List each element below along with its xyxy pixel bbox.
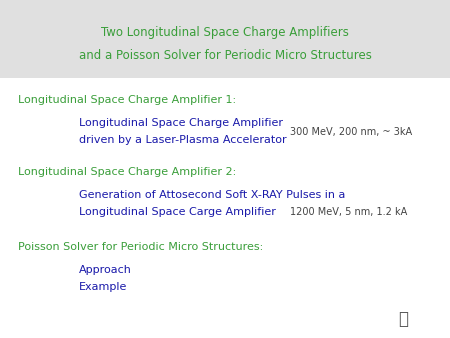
Text: ⮡: ⮡: [398, 310, 408, 329]
Text: 300 MeV, 200 nm, ~ 3kA: 300 MeV, 200 nm, ~ 3kA: [290, 127, 412, 138]
Text: 1200 MeV, 5 nm, 1.2 kA: 1200 MeV, 5 nm, 1.2 kA: [290, 207, 408, 217]
Text: and a Poisson Solver for Periodic Micro Structures: and a Poisson Solver for Periodic Micro …: [79, 49, 371, 62]
Text: Approach: Approach: [79, 265, 131, 275]
Text: Two Longitudinal Space Charge Amplifiers: Two Longitudinal Space Charge Amplifiers: [101, 26, 349, 39]
Text: Poisson Solver for Periodic Micro Structures:: Poisson Solver for Periodic Micro Struct…: [18, 242, 263, 252]
Text: Longitudinal Space Charge Amplifier 1:: Longitudinal Space Charge Amplifier 1:: [18, 95, 236, 105]
Bar: [0, 0, 450, 78]
Text: Longitudinal Space Charge Amplifier 2:: Longitudinal Space Charge Amplifier 2:: [18, 167, 236, 177]
Text: driven by a Laser-Plasma Accelerator: driven by a Laser-Plasma Accelerator: [79, 135, 286, 145]
Text: Longitudinal Space Charge Amplifier: Longitudinal Space Charge Amplifier: [79, 118, 283, 128]
Text: Generation of Attosecond Soft X-RAY Pulses in a: Generation of Attosecond Soft X-RAY Puls…: [79, 190, 345, 200]
Text: Example: Example: [79, 282, 127, 292]
Text: Longitudinal Space Carge Amplifier: Longitudinal Space Carge Amplifier: [79, 207, 275, 217]
